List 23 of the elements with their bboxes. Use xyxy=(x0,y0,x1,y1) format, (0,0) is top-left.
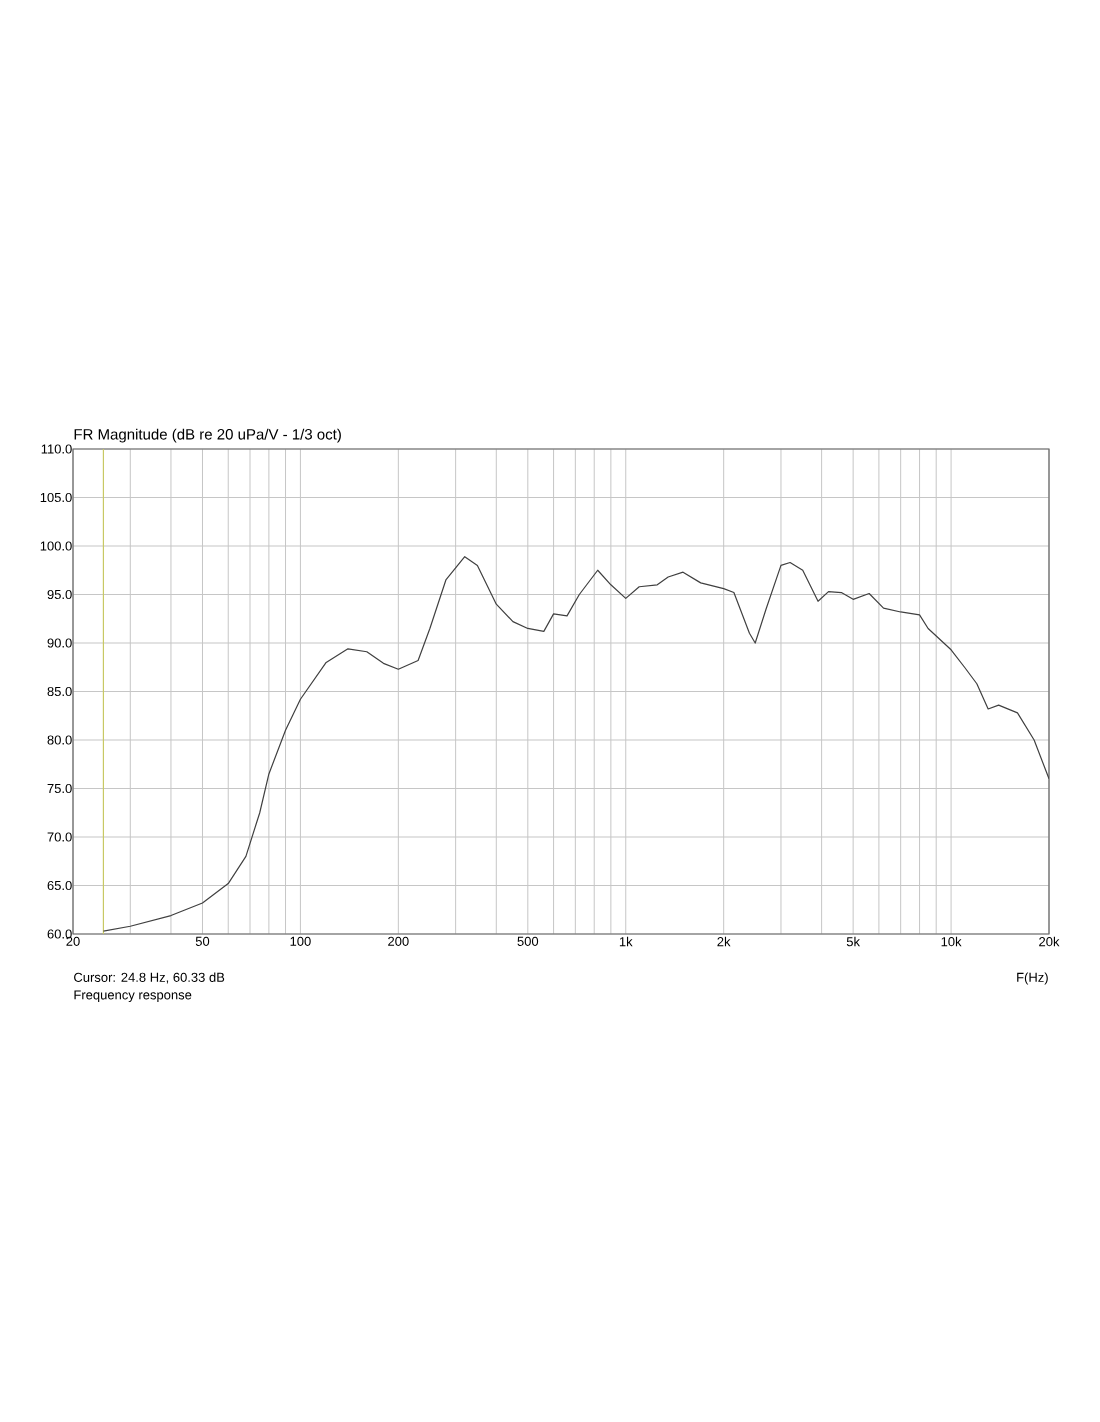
chart-title: FR Magnitude (dB re 20 uPa/V - 1/3 oct) xyxy=(74,428,341,443)
x-tick-label: 50 xyxy=(195,936,210,946)
y-tick-label: 90.0 xyxy=(47,638,72,648)
x-tick-label: 20k xyxy=(1039,936,1060,947)
y-tick-label: 65.0 xyxy=(47,880,72,891)
y-tick-label: 70.0 xyxy=(47,832,72,842)
text: Frequency response xyxy=(74,990,192,1003)
y-tick-label: 75.0 xyxy=(47,783,72,794)
x-tick-label: 10k xyxy=(941,936,962,947)
x-axis-title: F(Hz) xyxy=(1017,972,1048,985)
x-tick-label: 500 xyxy=(517,936,539,946)
x-tick-label: 100 xyxy=(290,936,311,946)
y-tick-label: 95.0 xyxy=(47,589,72,600)
text: Cursor: 24.8 Hz, 60.33 dB xyxy=(74,972,225,984)
y-tick-label: 100.0 xyxy=(40,541,72,551)
x-tick-label: 5k xyxy=(846,936,861,947)
x-tick-label: 2k xyxy=(717,936,731,947)
x-tick-label: 200 xyxy=(388,936,409,946)
y-tick-label: 85.0 xyxy=(47,686,72,697)
x-tick-label: 1k xyxy=(619,936,633,947)
y-tick-label: 110.0 xyxy=(41,444,72,454)
y-tick-label: 105.0 xyxy=(40,492,72,503)
y-tick-label: 80.0 xyxy=(47,735,72,745)
